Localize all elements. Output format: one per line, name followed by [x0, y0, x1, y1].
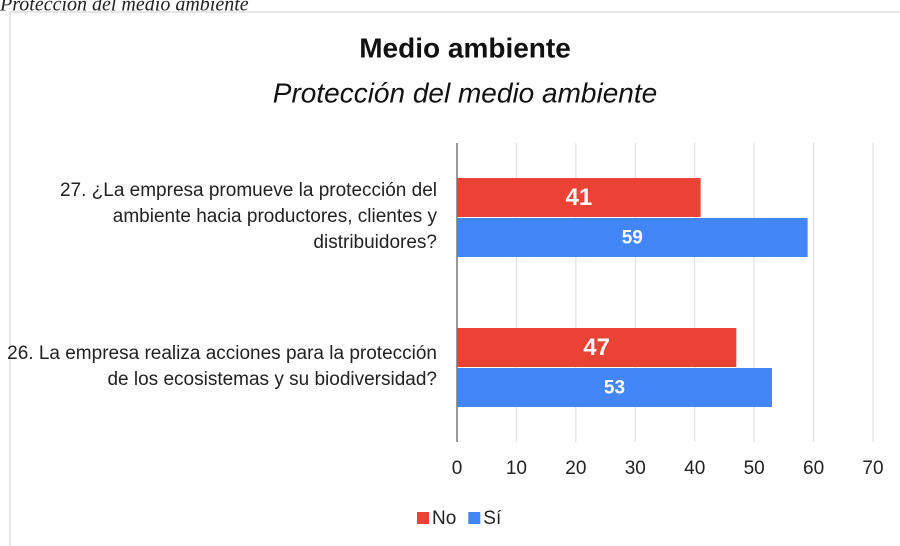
legend-label: No [432, 508, 456, 529]
value-label: 59 [622, 228, 643, 249]
legend-label: Sí [483, 508, 502, 529]
legend-swatch [417, 512, 429, 524]
x-tick-label: 60 [803, 458, 824, 479]
x-tick-label: 0 [452, 458, 463, 479]
x-tick-label: 30 [625, 458, 646, 479]
caption: Protección del medio ambiente [0, 0, 249, 16]
bar [457, 368, 772, 407]
bar [457, 218, 808, 257]
category-label: 26. La empresa realiza acciones para la … [7, 343, 437, 390]
value-label: 47 [583, 334, 610, 361]
bar [457, 178, 701, 217]
category-label: 27. ¿La empresa promueve la protección d… [59, 180, 437, 253]
bar [457, 328, 737, 367]
chart-title: Medio ambiente [359, 32, 571, 63]
legend-swatch [468, 512, 481, 524]
value-label: 41 [565, 184, 592, 211]
x-tick-label: 20 [565, 458, 586, 479]
x-tick-label: 40 [684, 458, 705, 479]
x-tick-label: 10 [506, 458, 527, 479]
chart-subtitle: Protección del medio ambiente [273, 77, 657, 108]
value-label: 53 [604, 378, 625, 399]
x-tick-label: 50 [744, 458, 765, 479]
chart-frame [9, 11, 900, 546]
x-tick-label: 70 [862, 458, 883, 479]
